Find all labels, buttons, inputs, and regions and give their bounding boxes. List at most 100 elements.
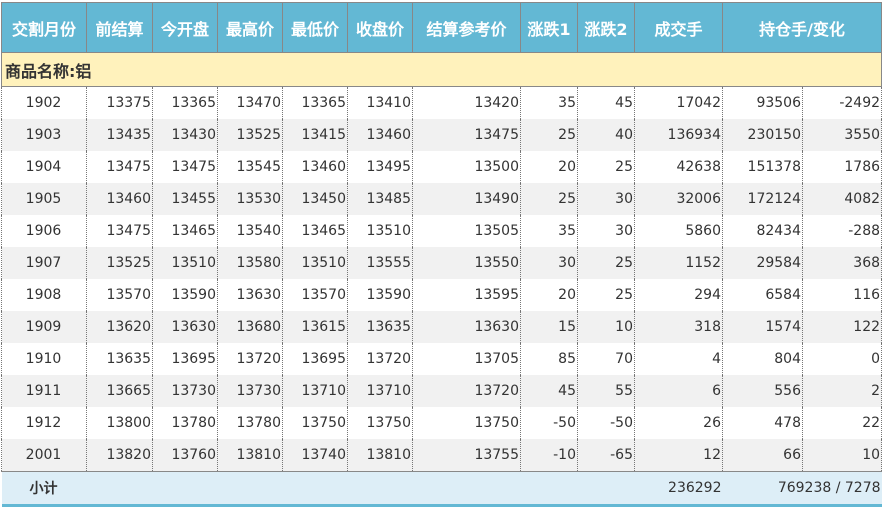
table-cell: 13465 — [282, 215, 348, 247]
table-row: 1905 13460 13455 13530 13450 13485 13490 25 30 32… — [1, 183, 883, 215]
table-cell: 13620 — [86, 311, 153, 343]
table-cell: 294 — [634, 279, 723, 311]
header-open: 今开盘 — [152, 2, 218, 53]
table-row: 1909 13620 13630 13680 13615 13635 13630 15 10 31… — [1, 311, 883, 343]
table-cell: 1905 — [1, 183, 87, 215]
table-cell: -65 — [577, 439, 635, 472]
table-cell: 15 — [520, 311, 578, 343]
table-row: 1911 13665 13730 13730 13710 13710 13720 45 55 6 5… — [1, 375, 883, 407]
table-cell: 25 — [520, 183, 578, 215]
table-cell: 13420 — [412, 86, 521, 119]
table-cell: 1912 — [1, 407, 87, 439]
table-cell: 13415 — [282, 119, 348, 151]
table-cell: 13475 — [412, 119, 521, 151]
table-cell: 1910 — [1, 343, 87, 375]
table-cell: 35 — [520, 215, 578, 247]
table-cell: 2 — [801, 375, 883, 407]
table-cell: 25 — [577, 151, 635, 183]
table-cell: 25 — [577, 279, 635, 311]
table-cell: 13495 — [347, 151, 413, 183]
table-cell: 13455 — [152, 183, 218, 215]
header-prev-settle: 前结算 — [86, 2, 153, 53]
table-cell: 13730 — [152, 375, 218, 407]
table-cell: 13695 — [282, 343, 348, 375]
header-volume: 成交手 — [634, 2, 723, 53]
table-cell: 10 — [577, 311, 635, 343]
table-cell: 4082 — [801, 183, 883, 215]
table-cell: 13570 — [86, 279, 153, 311]
table-cell: 13460 — [86, 183, 153, 215]
table-cell: 13475 — [86, 151, 153, 183]
table-cell: 13475 — [152, 151, 218, 183]
table-cell: 368 — [801, 247, 883, 279]
table-cell: 70 — [577, 343, 635, 375]
table-cell: 32006 — [634, 183, 723, 215]
table-cell: 17042 — [634, 86, 723, 119]
table-cell: 478 — [722, 407, 803, 439]
table-cell: 0 — [801, 343, 883, 375]
table-cell: 13720 — [217, 343, 283, 375]
table-cell: 10 — [801, 439, 883, 472]
table-cell: 13630 — [152, 311, 218, 343]
table-cell: 82434 — [722, 215, 803, 247]
table-cell: 1904 — [1, 151, 87, 183]
table-cell: 13630 — [217, 279, 283, 311]
table-cell: 13435 — [86, 119, 153, 151]
table-cell: 13365 — [282, 86, 348, 119]
table-cell: -50 — [577, 407, 635, 439]
table-cell: 13810 — [217, 439, 283, 472]
table-cell: 13555 — [347, 247, 413, 279]
table-cell: 4 — [634, 343, 723, 375]
table-cell: 13490 — [412, 183, 521, 215]
table-cell: 13470 — [217, 86, 283, 119]
table-cell: 85 — [520, 343, 578, 375]
table-cell: 13550 — [412, 247, 521, 279]
table-cell: 13695 — [152, 343, 218, 375]
table-cell: -288 — [801, 215, 883, 247]
table-cell: -50 — [520, 407, 578, 439]
table-row: 1903 13435 13430 13525 13415 13460 13475 25 40 13… — [1, 119, 883, 151]
table-row: 1904 13475 13475 13545 13460 13495 13500 20 25 42… — [1, 151, 883, 183]
subtotal-volume: 236292 — [634, 471, 723, 507]
table-cell: 136934 — [634, 119, 723, 151]
table-cell: 13705 — [412, 343, 521, 375]
table-cell: 1152 — [634, 247, 723, 279]
table-cell: 122 — [801, 311, 883, 343]
table-cell: 13630 — [412, 311, 521, 343]
table-cell: 13365 — [152, 86, 218, 119]
table-cell: 13750 — [412, 407, 521, 439]
table-cell: 6 — [634, 375, 723, 407]
table-cell: 13545 — [217, 151, 283, 183]
table-cell: 13460 — [282, 151, 348, 183]
table-cell: 13740 — [282, 439, 348, 472]
table-cell: 13615 — [282, 311, 348, 343]
table-cell: 1911 — [1, 375, 87, 407]
table-cell: 6584 — [722, 279, 803, 311]
header-change2: 涨跌2 — [577, 2, 635, 53]
table-cell: 556 — [722, 375, 803, 407]
table-cell: 13500 — [412, 151, 521, 183]
subtotal-row: 小计 236292 769238 / 7278 — [1, 471, 882, 507]
table-cell: 1903 — [1, 119, 87, 151]
table-cell: 2001 — [1, 439, 87, 472]
table-cell: 13800 — [86, 407, 153, 439]
table-cell: 25 — [520, 119, 578, 151]
table-cell: 13580 — [217, 247, 283, 279]
table-cell: 13450 — [282, 183, 348, 215]
table-cell: 5860 — [634, 215, 723, 247]
table-cell: 3550 — [801, 119, 883, 151]
subtotal-open-interest: 769238 / 7278 — [722, 471, 882, 507]
table-cell: 13410 — [347, 86, 413, 119]
table-cell: 13595 — [412, 279, 521, 311]
header-row: 交割月份 前结算 今开盘 最高价 最低价 收盘价 结算参考价 涨跌1 涨跌2 成… — [1, 2, 883, 53]
table-cell: 13485 — [347, 183, 413, 215]
table-cell: 55 — [577, 375, 635, 407]
table-cell: 13750 — [282, 407, 348, 439]
table-cell: 42638 — [634, 151, 723, 183]
table-cell: 25 — [577, 247, 635, 279]
table-cell: 1907 — [1, 247, 87, 279]
table-row: 2001 13820 13760 13810 13740 13810 13755 -10 -65… — [1, 439, 883, 472]
table-cell: 13430 — [152, 119, 218, 151]
table-cell: 1906 — [1, 215, 87, 247]
table-cell: 26 — [634, 407, 723, 439]
